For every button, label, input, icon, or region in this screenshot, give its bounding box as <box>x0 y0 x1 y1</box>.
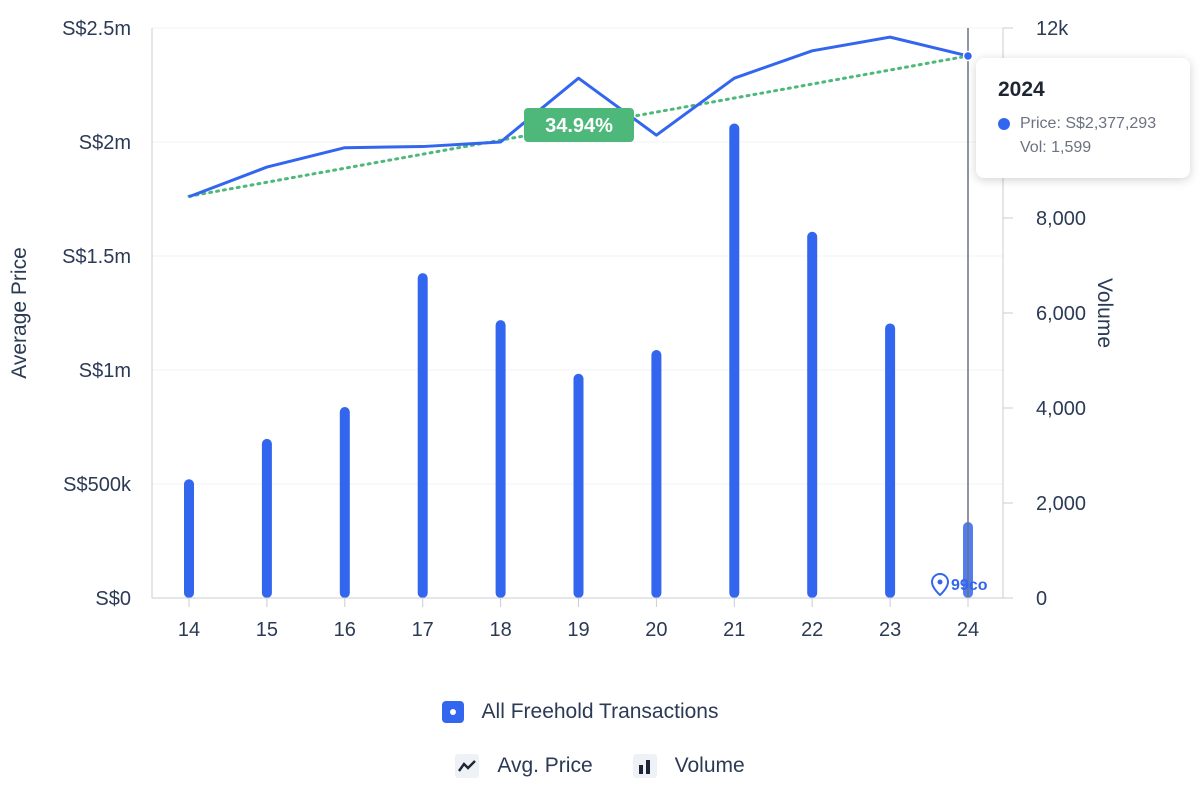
tooltip-title: 2024 <box>998 78 1045 101</box>
volume-bar <box>261 438 272 598</box>
x-tick-label: 23 <box>879 619 901 641</box>
legend-type-row: Avg. Price Volume <box>0 754 1200 778</box>
legend: All Freehold Transactions Avg. Price Vol… <box>0 700 1200 778</box>
volume-bar <box>495 320 506 598</box>
left-tick-label: S$2.5m <box>62 18 131 40</box>
price-point-highlight <box>962 50 974 62</box>
volume-bar <box>729 123 740 598</box>
price-line <box>188 35 974 199</box>
left-axis-title: Average Price <box>8 247 31 379</box>
legend-volume-label: Volume <box>674 754 745 777</box>
trend-line <box>187 54 970 198</box>
axes: S$0 S$500k S$1m S$1.5m S$2m S$2.5m 0 2,000 4,000… <box>62 18 1086 641</box>
legend-series-row: All Freehold Transactions <box>0 700 1200 724</box>
trend-line-path <box>187 54 970 198</box>
right-tick-label: 6,000 <box>1036 303 1086 325</box>
right-tick-label: 2,000 <box>1036 493 1086 515</box>
right-tick-label: 8,000 <box>1036 208 1086 230</box>
x-tick-label: 18 <box>489 619 511 641</box>
x-tick-label: 14 <box>178 619 200 641</box>
x-tick-label: 24 <box>957 619 979 641</box>
tooltip-price: Price: S$2,377,293 <box>1020 115 1157 132</box>
volume-bar <box>417 273 428 598</box>
volume-bar <box>885 323 896 598</box>
legend-avg-price-toggle[interactable]: Avg. Price <box>455 754 593 778</box>
tooltip: 2024 Price: S$2,377,293 Vol: 1,599 <box>976 58 1190 178</box>
right-tick-label: 4,000 <box>1036 398 1086 420</box>
x-tick-label: 20 <box>645 619 667 641</box>
x-tick-label: 17 <box>412 619 434 641</box>
x-tick-label: 22 <box>801 619 823 641</box>
volume-bar <box>339 407 350 598</box>
x-tick-label: 21 <box>723 619 745 641</box>
volume-bar <box>651 350 662 598</box>
watermark-text: 99co <box>951 577 988 594</box>
left-tick-label: S$1.5m <box>62 246 131 268</box>
left-tick-label: S$500k <box>63 474 132 496</box>
x-tick-label: 19 <box>567 619 589 641</box>
line-chart-icon <box>455 754 480 778</box>
volume-bar <box>573 373 584 598</box>
left-tick-label: S$2m <box>79 132 131 154</box>
volume-bar <box>184 479 194 598</box>
tooltip-price-row: Price: S$2,377,293 <box>998 112 1168 136</box>
legend-series-label: All Freehold Transactions <box>481 700 719 723</box>
x-tick-label: 16 <box>334 619 356 641</box>
trend-badge: 34.94% <box>524 108 634 142</box>
volume-bar <box>807 231 818 598</box>
legend-series-toggle[interactable]: All Freehold Transactions <box>441 700 719 724</box>
legend-volume-toggle[interactable]: Volume <box>632 754 745 778</box>
watermark-logo: 99co <box>930 572 988 597</box>
bar-chart-icon <box>632 754 657 778</box>
left-tick-label: S$1m <box>79 360 131 382</box>
right-tick-label: 0 <box>1036 588 1047 610</box>
series-dot-icon <box>998 118 1010 130</box>
x-tick-label: 15 <box>256 619 278 641</box>
legend-avg-price-label: Avg. Price <box>497 754 593 777</box>
volume-bars <box>184 123 973 598</box>
right-axis-title: Volume <box>1093 278 1116 348</box>
right-tick-label: 12k <box>1036 18 1069 40</box>
price-line-path <box>188 35 969 199</box>
trend-badge-label: 34.94% <box>545 115 613 137</box>
series-toggle-icon <box>441 701 464 723</box>
chart-svg: S$0 S$500k S$1m S$1.5m S$2m S$2.5m 0 2,000 4,000… <box>8 18 1116 641</box>
left-tick-label: S$0 <box>95 588 131 610</box>
tooltip-volume: Vol: 1,599 <box>1020 139 1092 156</box>
location-pin-icon <box>930 572 950 597</box>
